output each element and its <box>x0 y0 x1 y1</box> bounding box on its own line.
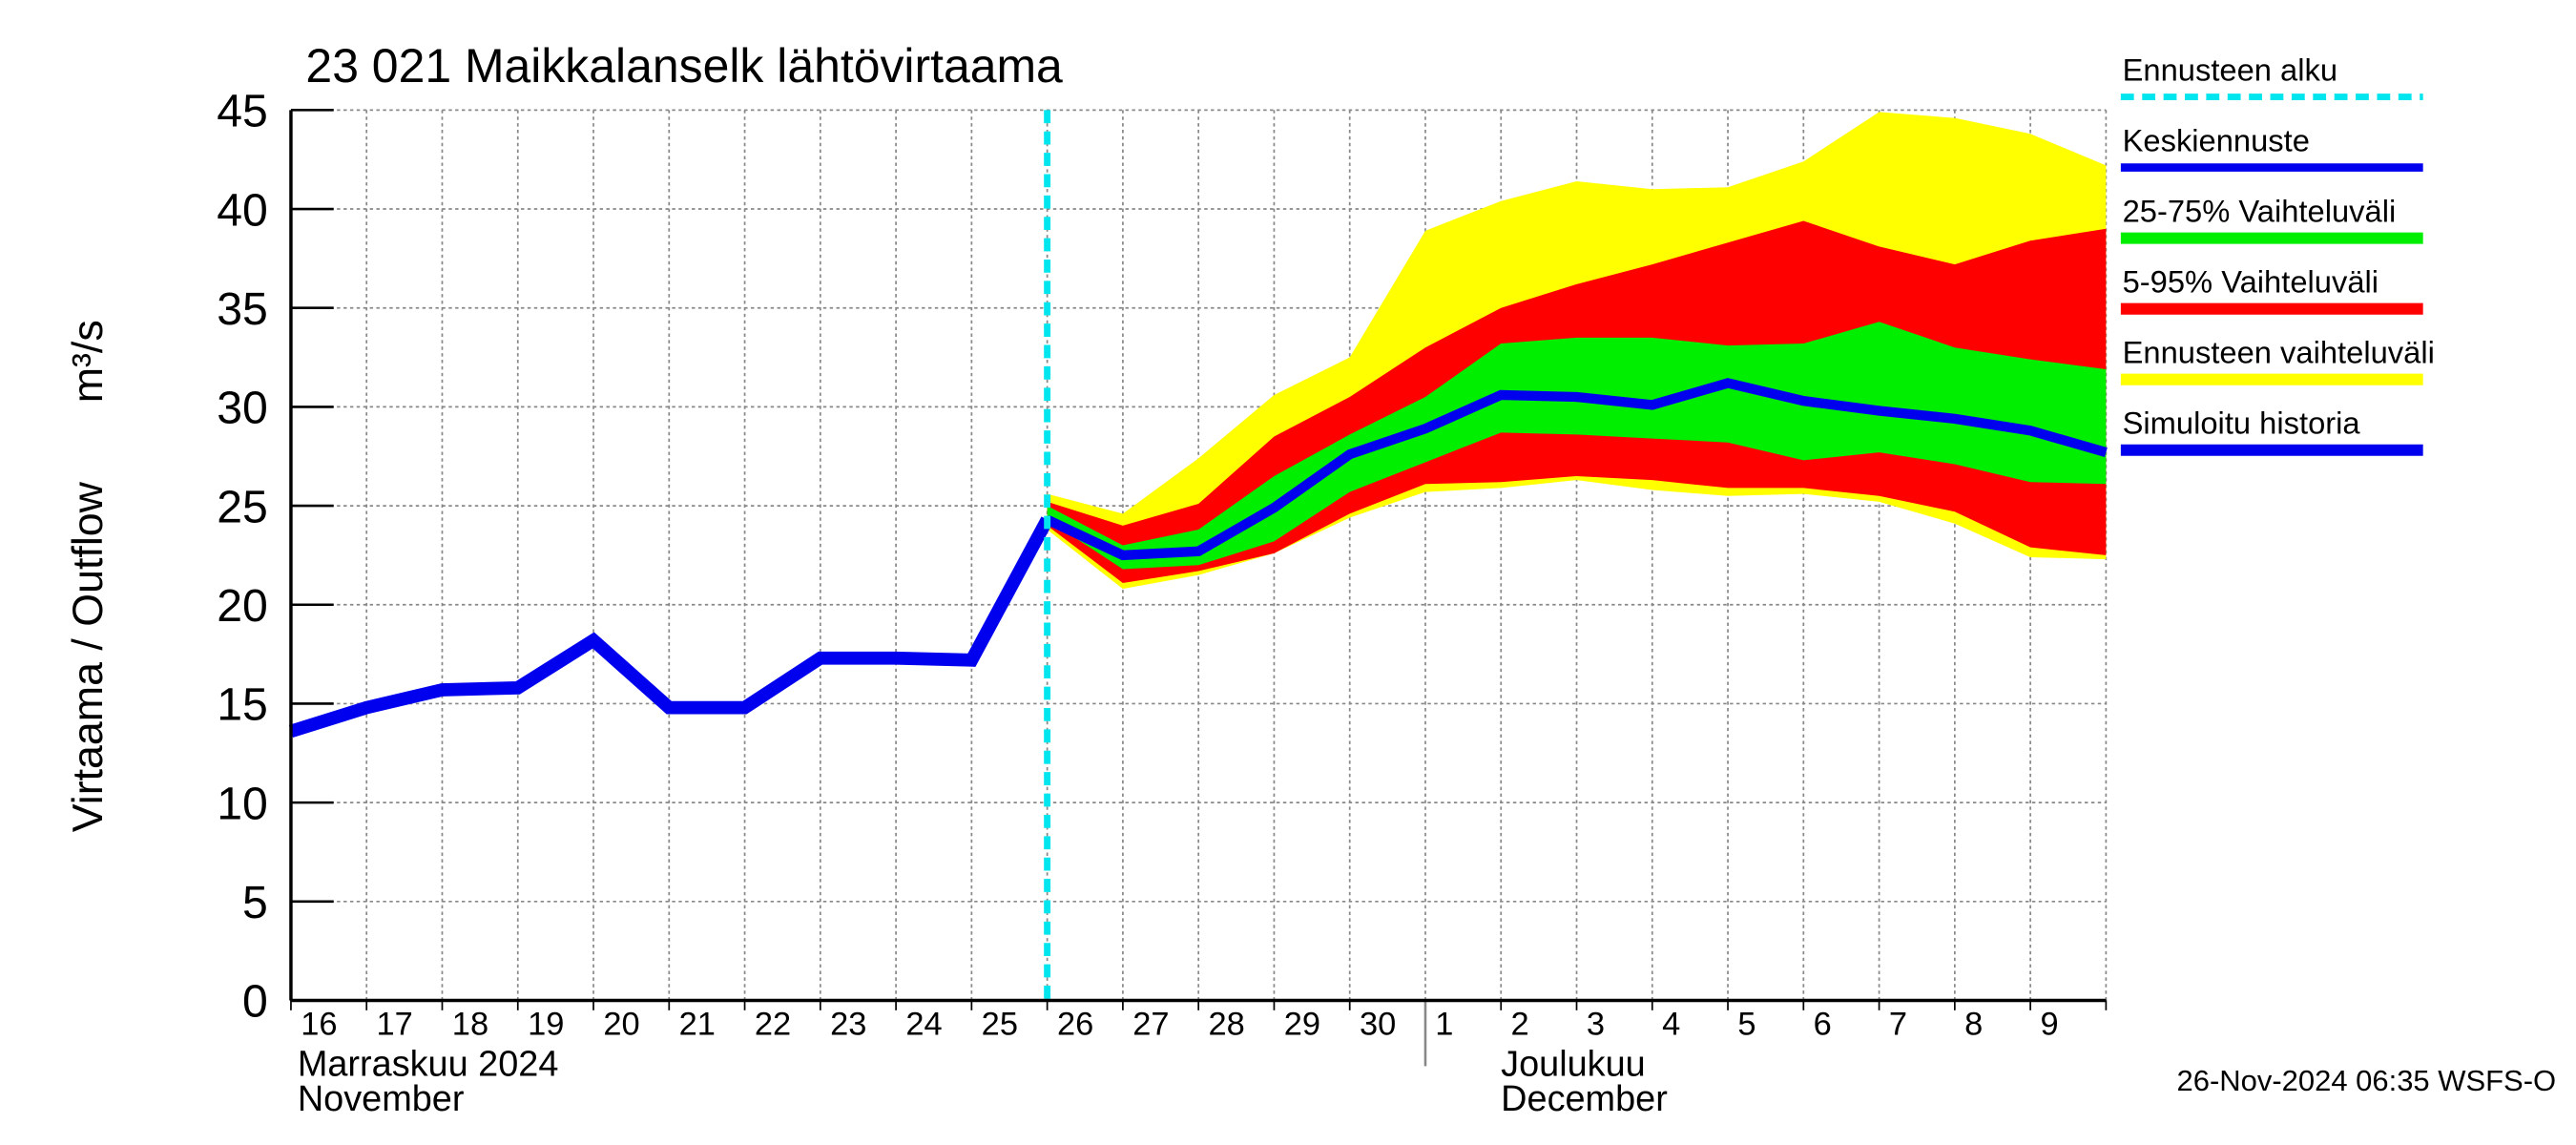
band <box>1047 322 2107 570</box>
x-tick-label: 29 <box>1284 1007 1320 1043</box>
x-tick-label: 30 <box>1360 1007 1396 1043</box>
y-tick-label: 15 <box>217 679 268 731</box>
legend-label: 5-95% Vaihteluväli <box>2123 263 2379 299</box>
legend-label: 25-75% Vaihteluväli <box>2123 193 2397 228</box>
x-tick-label: 28 <box>1208 1007 1244 1043</box>
y-tick-label: 5 <box>242 877 268 928</box>
x-tick-label: 22 <box>755 1007 791 1043</box>
x-tick-label: 1 <box>1435 1007 1453 1043</box>
x-tick-label: 24 <box>905 1007 942 1043</box>
x-tick-label: 2 <box>1511 1007 1529 1043</box>
x-tick-label: 21 <box>679 1007 716 1043</box>
month-label: Marraskuu 2024 <box>298 1045 559 1085</box>
x-tick-label: 18 <box>452 1007 488 1043</box>
legend-label: Ennusteen alku <box>2123 52 2337 87</box>
y-tick-label: 30 <box>217 383 268 434</box>
footer: 26-Nov-2024 06:35 WSFS-O <box>2177 1064 2557 1097</box>
series-line <box>1045 378 2108 561</box>
y-axis-label: Virtaama / Outflow <box>64 481 112 832</box>
y-tick-label: 40 <box>217 184 268 236</box>
y-tick-label: 35 <box>217 283 268 335</box>
y-tick-label: 20 <box>217 580 268 632</box>
x-tick-label: 26 <box>1057 1007 1093 1043</box>
x-tick-label: 8 <box>1964 1007 1983 1043</box>
x-tick-label: 25 <box>982 1007 1018 1043</box>
y-tick-label: 10 <box>217 778 268 829</box>
x-tick-label: 20 <box>603 1007 639 1043</box>
legend-label: Keskiennuste <box>2123 122 2310 157</box>
month-label: December <box>1501 1079 1668 1119</box>
x-tick-label: 17 <box>377 1007 413 1043</box>
x-tick-label: 9 <box>2040 1007 2058 1043</box>
month-label: Joulukuu <box>1501 1045 1646 1085</box>
series-line <box>288 516 1053 739</box>
x-tick-label: 7 <box>1889 1007 1907 1043</box>
x-tick-label: 23 <box>830 1007 866 1043</box>
y-axis-unit: m³/s <box>64 320 112 403</box>
x-tick-label: 4 <box>1662 1007 1680 1043</box>
x-tick-label: 27 <box>1132 1007 1169 1043</box>
legend-label: Ennusteen vaihteluväli <box>2123 334 2435 369</box>
y-tick-label: 25 <box>217 481 268 532</box>
x-tick-label: 3 <box>1587 1007 1605 1043</box>
y-tick-label: 0 <box>242 976 268 1028</box>
x-tick-label: 5 <box>1737 1007 1755 1043</box>
month-label: November <box>298 1079 465 1119</box>
x-tick-label: 19 <box>528 1007 564 1043</box>
x-tick-label: 16 <box>301 1007 337 1043</box>
legend-label: Simuloitu historia <box>2123 406 2361 441</box>
x-tick-label: 6 <box>1814 1007 1832 1043</box>
chart-title: 23 021 Maikkalanselk lähtövirtaama <box>305 39 1063 93</box>
y-tick-label: 45 <box>217 86 268 137</box>
